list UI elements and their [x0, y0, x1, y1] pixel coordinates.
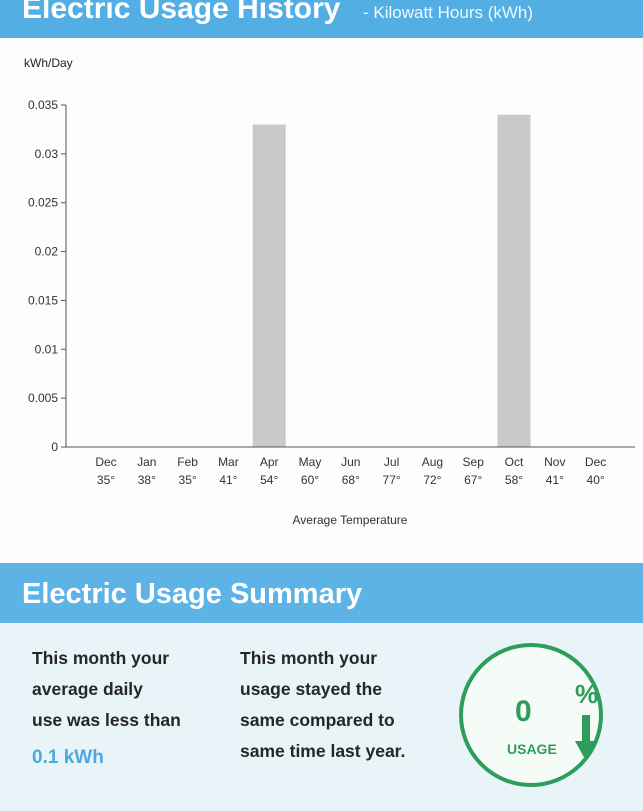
- month-label: Sep: [463, 455, 485, 469]
- month-label: Nov: [544, 455, 565, 469]
- usage-label: USAGE: [507, 741, 557, 757]
- month-label: Feb: [177, 455, 198, 469]
- temperature-label: 40°: [587, 473, 605, 487]
- y-tick-label: 0.01: [35, 342, 59, 356]
- y-tick-label: 0.005: [28, 391, 58, 405]
- usage-change-badge: 0 % USAGE: [459, 643, 603, 787]
- statement-line: This month your: [240, 648, 378, 668]
- usage-summary-banner: Electric Usage Summary: [0, 563, 643, 623]
- comparison-statement: This month your usage stayed the same co…: [240, 643, 440, 767]
- month-label: Mar: [218, 455, 239, 469]
- statement-line: This month your: [32, 648, 170, 668]
- temperature-label: 54°: [260, 473, 278, 487]
- usage-summary-title: Electric Usage Summary: [22, 578, 363, 610]
- x-axis: Dec 35° Jan 38° Feb 35° Mar 41° Apr 54° May 60° Jun 6…: [66, 446, 635, 487]
- month-label: May: [299, 455, 322, 469]
- statement-line: same time last year.: [240, 741, 406, 761]
- daily-kwh-value: 0.1 kWh: [32, 747, 104, 768]
- y-tick-label: 0.03: [35, 147, 59, 161]
- y-tick-label: 0: [51, 440, 58, 454]
- y-tick-label: 0.035: [28, 98, 58, 112]
- temperature-label: 60°: [301, 473, 319, 487]
- month-label: Dec: [95, 455, 116, 469]
- usage-bar: [497, 114, 531, 448]
- y-tick-label: 0.02: [35, 245, 59, 259]
- percent-sign: %: [575, 679, 599, 709]
- temperature-label: 38°: [138, 473, 156, 487]
- daily-use-statement: This month your average daily use was le…: [32, 643, 222, 773]
- y-tick-label: 0.015: [28, 293, 58, 307]
- statement-line: same compared to: [240, 710, 395, 730]
- temperature-label: 41°: [546, 473, 564, 487]
- y-axis-units-label: kWh/Day: [24, 56, 73, 70]
- temperature-label: 35°: [179, 473, 197, 487]
- bar-series: [252, 114, 531, 448]
- usage-history-banner: Electric Usage History - Kilowatt Hours …: [0, 0, 643, 38]
- temperature-label: 68°: [342, 473, 360, 487]
- statement-line: average daily: [32, 679, 143, 699]
- month-label: Jun: [341, 455, 360, 469]
- temperature-label: 58°: [505, 473, 523, 487]
- usage-summary-panel: This month your average daily use was le…: [0, 623, 643, 811]
- statement-line: use was less than: [32, 710, 181, 730]
- month-label: Jul: [384, 455, 399, 469]
- month-label: Dec: [585, 455, 606, 469]
- usage-bar-chart: 0 0.005 0.01 0.015 0.02 0.025 0.03 0.035 Dec 35°…: [28, 98, 635, 527]
- arrow-down-icon: [575, 715, 597, 761]
- temperature-label: 72°: [423, 473, 441, 487]
- month-label: Jan: [137, 455, 156, 469]
- temperature-label: 41°: [219, 473, 237, 487]
- usage-history-subtitle: - Kilowatt Hours (kWh): [363, 3, 534, 22]
- temperature-label: 67°: [464, 473, 482, 487]
- usage-bar: [252, 124, 286, 448]
- y-axis: 0 0.005 0.01 0.015 0.02 0.025 0.03 0.035: [28, 98, 67, 454]
- statement-line: usage stayed the: [240, 679, 382, 699]
- month-label: Aug: [422, 455, 443, 469]
- temperature-label: 35°: [97, 473, 115, 487]
- usage-history-title: Electric Usage History: [22, 0, 341, 25]
- month-label: Oct: [505, 455, 524, 469]
- usage-change-value: 0: [515, 695, 532, 728]
- temperature-label: 77°: [383, 473, 401, 487]
- x-axis-title: Average Temperature: [293, 513, 408, 527]
- month-label: Apr: [260, 455, 279, 469]
- y-tick-label: 0.025: [28, 196, 58, 210]
